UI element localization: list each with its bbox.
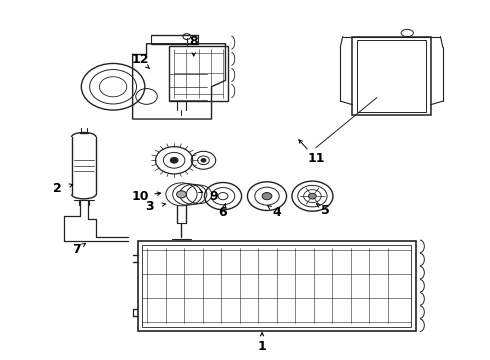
Text: 10: 10 [131, 190, 148, 203]
Text: 5: 5 [321, 204, 330, 217]
Text: 9: 9 [209, 190, 218, 203]
Text: 8: 8 [189, 35, 198, 49]
Text: 12: 12 [131, 53, 148, 66]
Text: 6: 6 [219, 206, 227, 219]
Text: 3: 3 [146, 201, 154, 213]
Text: 2: 2 [52, 183, 61, 195]
Circle shape [176, 191, 186, 198]
Circle shape [201, 158, 206, 162]
Circle shape [170, 157, 178, 163]
Bar [138, 241, 416, 330]
Bar [352, 37, 431, 116]
Bar [143, 244, 411, 327]
Text: 7: 7 [72, 243, 81, 256]
Bar [169, 45, 228, 101]
Circle shape [262, 193, 272, 200]
Bar [357, 40, 426, 112]
Circle shape [309, 193, 317, 199]
Text: 4: 4 [272, 206, 281, 219]
Text: 11: 11 [307, 152, 324, 165]
Text: 1: 1 [258, 340, 267, 353]
